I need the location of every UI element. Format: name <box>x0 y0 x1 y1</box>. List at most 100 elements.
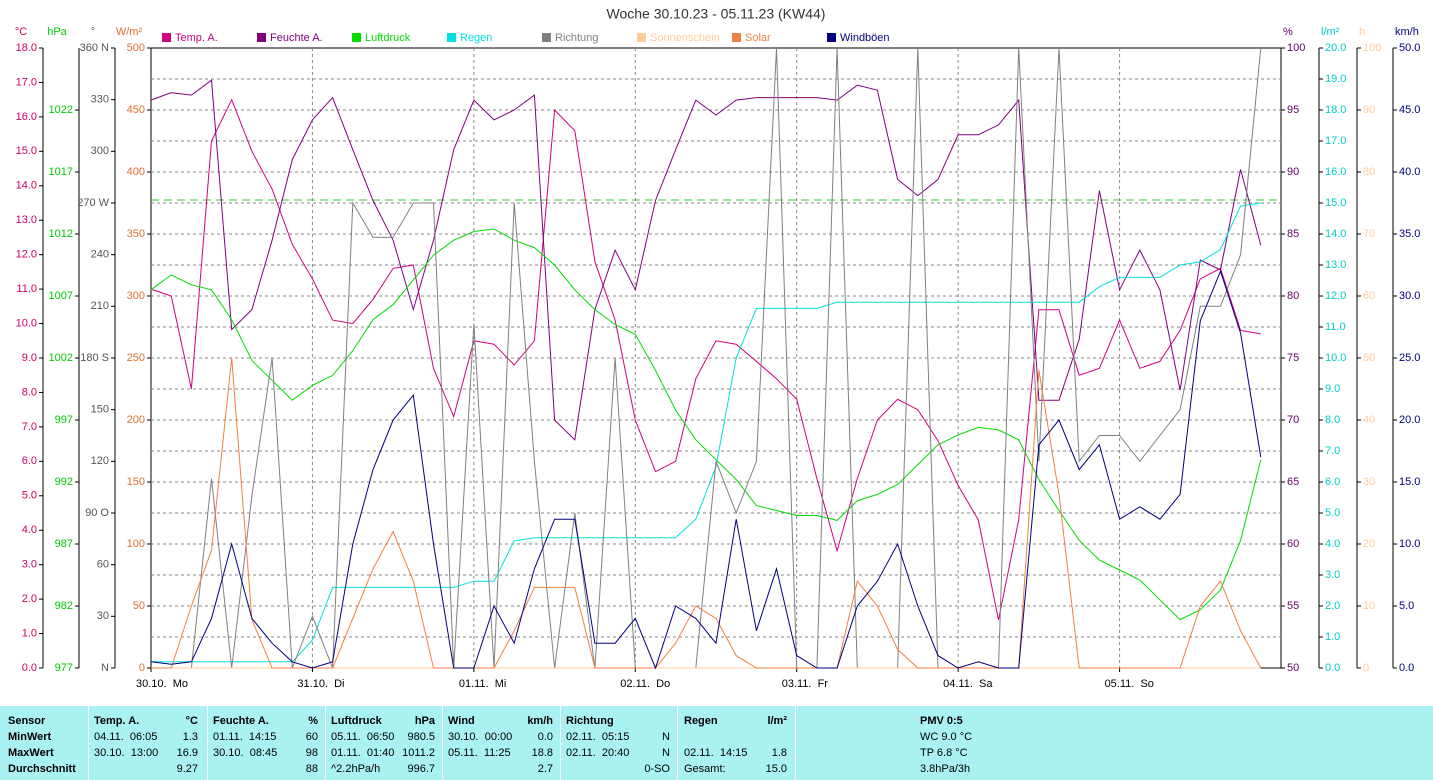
y-tick-label: 19.0 <box>1325 73 1346 85</box>
y-tick-label: 60 <box>1287 538 1299 550</box>
y-tick-label: 12.0 <box>1325 290 1346 302</box>
y-tick-label: 50 <box>1287 662 1299 674</box>
y-tick-label: 2.0 <box>1325 600 1340 612</box>
y-tick-label: 1012 <box>49 228 73 240</box>
pmv-line: TP 6.8 °C <box>920 747 968 759</box>
y-tick-label: 0 <box>139 662 145 674</box>
group-unit: km/h <box>527 715 553 727</box>
series-line <box>151 47 1262 669</box>
series-line <box>150 228 1262 621</box>
group-title: Feuchte A. <box>213 715 269 727</box>
separator <box>442 706 443 780</box>
y-tick-label: 8.0 <box>22 386 37 398</box>
group-title: Wind <box>448 715 475 727</box>
y-tick-label: 45.0 <box>1399 104 1420 116</box>
y-tick-label: 150 <box>91 404 109 416</box>
series-line <box>150 269 1262 670</box>
legend-label: Feuchte A. <box>270 32 323 44</box>
y-tick-label: 20 <box>1363 538 1375 550</box>
legend-label: Temp. A. <box>175 32 218 44</box>
axis-unit: °C <box>15 26 27 38</box>
series-line <box>151 357 1262 669</box>
cell-value: 1.8 <box>771 747 787 759</box>
y-tick-label: 7.0 <box>1325 445 1340 457</box>
cell-value: 18.8 <box>531 747 553 759</box>
pmv-title: PMV 0:5 <box>920 715 963 727</box>
y-tick-label: 500 <box>127 42 145 54</box>
y-tick-label: 6.0 <box>22 455 37 467</box>
legend-swatch <box>637 33 646 42</box>
y-tick-label: 210 <box>91 300 109 312</box>
group-title: Richtung <box>566 715 614 727</box>
y-tick-label: 100 <box>1363 42 1381 54</box>
separator <box>795 706 796 780</box>
y-tick-label: 6.0 <box>1325 476 1340 488</box>
series-line <box>150 79 1262 441</box>
group-title: Temp. A. <box>94 715 140 727</box>
axis-unit: W/m² <box>116 26 143 38</box>
y-tick-label: 200 <box>127 414 145 426</box>
y-tick-label: 4.0 <box>1325 538 1340 550</box>
y-tick-label: 25.0 <box>1399 352 1420 364</box>
y-tick-label: 240 <box>91 249 109 261</box>
axis-unit: hPa <box>47 26 67 38</box>
cell-time: ^2.2hPa/h <box>331 763 381 775</box>
y-tick-label: 30 <box>1363 476 1375 488</box>
y-tick-label: 90 <box>1287 166 1299 178</box>
y-tick-label: 15.0 <box>16 145 37 157</box>
y-tick-label: 1.0 <box>1325 631 1340 643</box>
separator <box>207 706 208 780</box>
cell-time: 02.11. 14:15 <box>684 747 748 759</box>
y-tick-label: 95 <box>1287 104 1299 116</box>
y-tick-label: 20.0 <box>1399 414 1420 426</box>
y-tick-label: 65 <box>1287 476 1299 488</box>
y-tick-label: 7.0 <box>22 421 37 433</box>
y-tick-label: 16.0 <box>1325 166 1346 178</box>
group-title: Regen <box>684 715 718 727</box>
y-tick-label: 100 <box>127 538 145 550</box>
legend-label: Solar <box>745 32 771 44</box>
y-tick-label: 13.0 <box>1325 259 1346 271</box>
y-tick-label: 987 <box>55 538 73 550</box>
legend-swatch <box>162 33 171 42</box>
y-tick-label: 16.0 <box>16 111 37 123</box>
legend-swatch <box>257 33 266 42</box>
cell-value: 1011.2 <box>402 747 435 759</box>
x-tick-label: 02.11. Do <box>620 678 670 690</box>
y-tick-label: 10.0 <box>16 317 37 329</box>
y-tick-label: 20.0 <box>1325 42 1346 54</box>
y-tick-label: 8.0 <box>1325 414 1340 426</box>
y-tick-label: 70 <box>1287 414 1299 426</box>
y-tick-label: 300 <box>127 290 145 302</box>
chart-title: Woche 30.10.23 - 05.11.23 (KW44) <box>607 6 826 22</box>
separator <box>560 706 561 780</box>
y-tick-label: 50 <box>133 600 145 612</box>
cell-time: 05.11. 11:25 <box>448 747 511 759</box>
y-tick-label: 18.0 <box>1325 104 1346 116</box>
y-tick-label: 4.0 <box>22 524 37 536</box>
y-tick-label: 10.0 <box>1399 538 1420 550</box>
y-tick-label: 1.0 <box>22 627 37 639</box>
legend-label: Windböen <box>840 32 890 44</box>
y-tick-label: 0.0 <box>22 662 37 674</box>
cell-time: 01.11. 14:15 <box>213 731 277 743</box>
cell-time: 02.11. 05:15 <box>566 731 630 743</box>
cell-value: 1.3 <box>182 731 198 743</box>
cell-value: 15.0 <box>765 763 787 775</box>
y-tick-label: 150 <box>127 476 145 488</box>
y-tick-label: 5.0 <box>1399 600 1414 612</box>
y-tick-label: 250 <box>127 352 145 364</box>
y-tick-label: 0 <box>1363 662 1369 674</box>
y-tick-label: 80 <box>1287 290 1299 302</box>
separator <box>325 706 326 780</box>
y-tick-label: 60 <box>97 559 109 571</box>
cell-value: 98 <box>305 747 318 759</box>
legend-label: Richtung <box>555 32 598 44</box>
cell-time: 30.10. 08:45 <box>213 747 278 759</box>
group-unit: l/m² <box>767 715 787 727</box>
summary-table: Sensor MinWert MaxWert Durchschnitt Temp. A.… <box>0 706 1433 780</box>
y-tick-label: 450 <box>127 104 145 116</box>
cell-value: 9.27 <box>176 763 198 775</box>
legend-swatch <box>352 33 361 42</box>
